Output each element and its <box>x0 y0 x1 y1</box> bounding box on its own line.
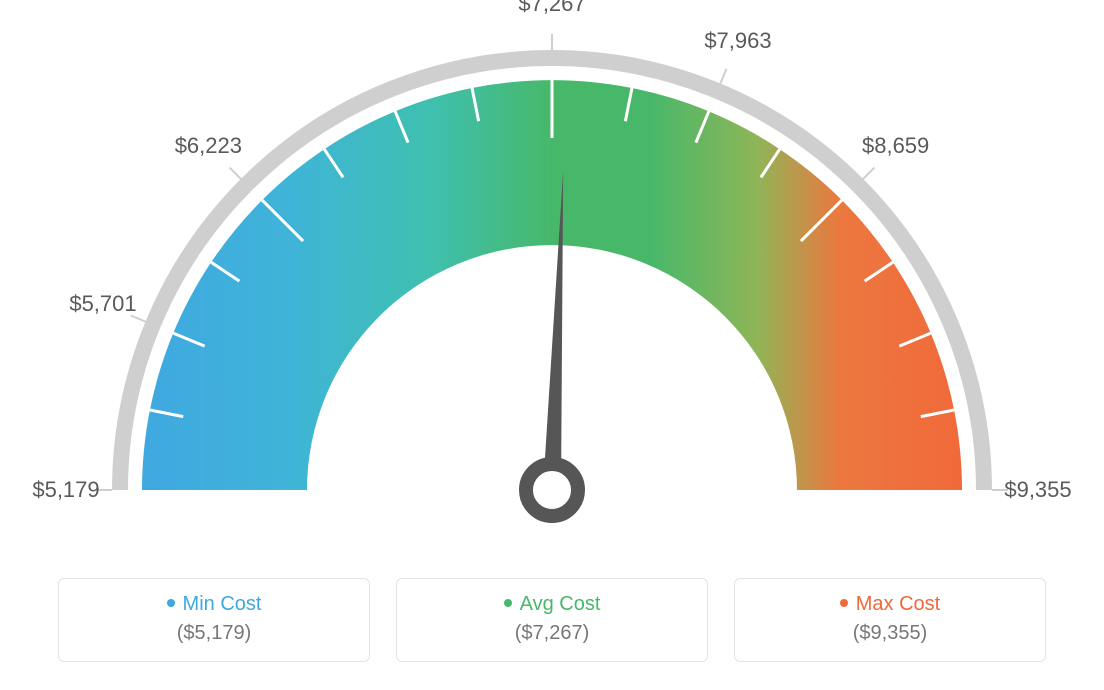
gauge-tick-label: $7,267 <box>518 0 585 17</box>
legend-row: Min Cost ($5,179) Avg Cost ($7,267) Max Cost… <box>0 578 1104 662</box>
legend-value: ($5,179) <box>59 622 369 645</box>
legend-title-text: Avg Cost <box>520 593 601 615</box>
gauge-tick-label: $8,659 <box>862 133 929 159</box>
legend-value: ($9,355) <box>735 622 1045 645</box>
gauge-svg <box>0 0 1104 560</box>
legend-dot-icon <box>504 599 512 607</box>
cost-gauge-chart: $5,179 $5,701 $6,223 $7,267 $7,963 $8,659 $9,3… <box>0 0 1104 560</box>
legend-title: Avg Cost <box>397 593 707 616</box>
legend-value: ($7,267) <box>397 622 707 645</box>
gauge-tick-label: $5,179 <box>32 477 99 503</box>
gauge-outer-tick <box>230 168 241 179</box>
gauge-tick-label: $6,223 <box>175 133 242 159</box>
gauge-needle-hub <box>526 464 578 516</box>
legend-title: Min Cost <box>59 593 369 616</box>
avg-cost-card: Avg Cost ($7,267) <box>396 578 708 662</box>
legend-dot-icon <box>167 599 175 607</box>
gauge-tick-label: $9,355 <box>1004 477 1071 503</box>
legend-title-text: Max Cost <box>856 593 940 615</box>
gauge-outer-tick <box>720 69 726 84</box>
legend-title: Max Cost <box>735 593 1045 616</box>
gauge-tick-label: $7,963 <box>704 28 771 54</box>
max-cost-card: Max Cost ($9,355) <box>734 578 1046 662</box>
min-cost-card: Min Cost ($5,179) <box>58 578 370 662</box>
legend-dot-icon <box>840 599 848 607</box>
legend-title-text: Min Cost <box>183 593 262 615</box>
gauge-outer-tick <box>863 168 874 179</box>
gauge-tick-label: $5,701 <box>69 291 136 317</box>
